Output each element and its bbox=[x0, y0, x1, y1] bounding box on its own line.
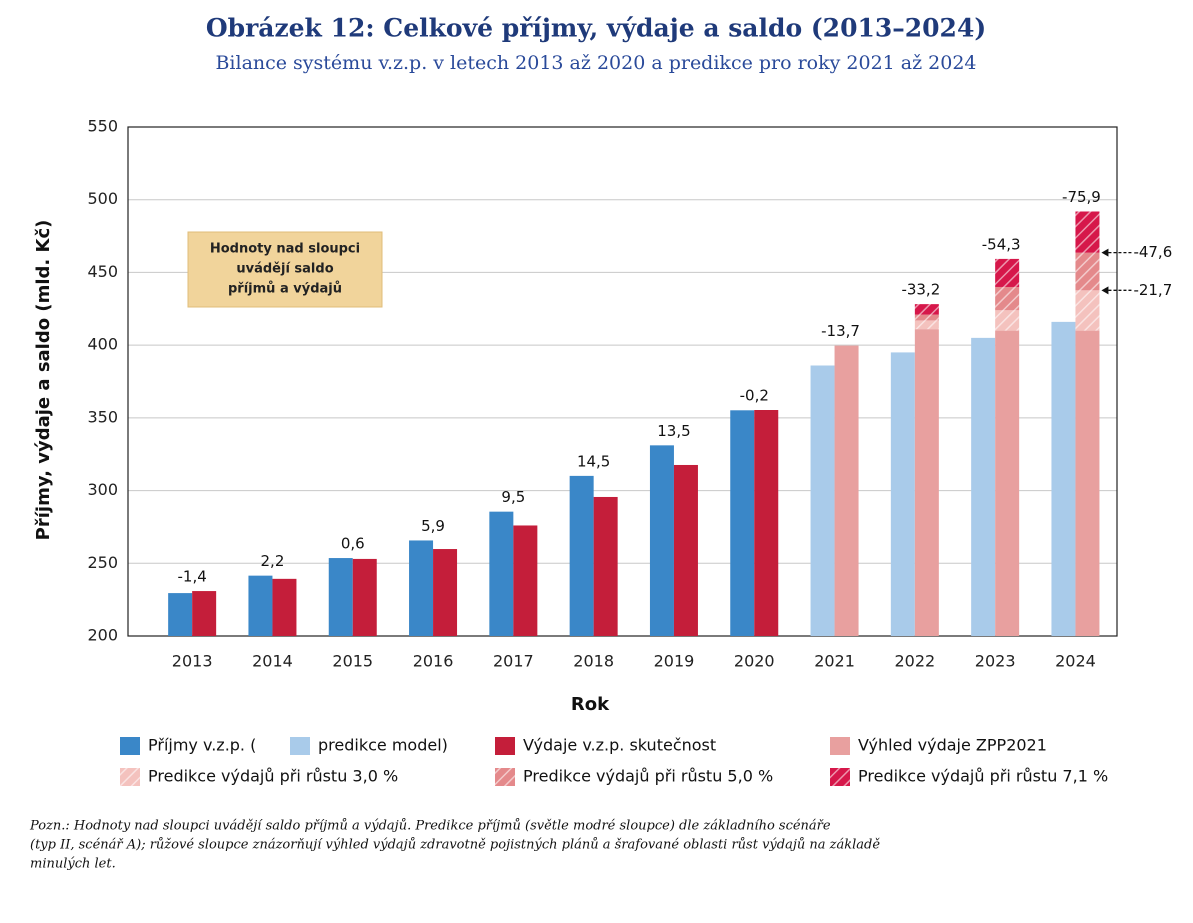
revenue-bar bbox=[1051, 321, 1076, 636]
expense-bar bbox=[272, 578, 297, 636]
expense-bar bbox=[754, 410, 779, 636]
saldo-label: 0,6 bbox=[341, 535, 365, 553]
info-box-text: Hodnoty nad sloupci bbox=[210, 242, 360, 257]
y-tick-label: 550 bbox=[87, 117, 118, 136]
x-axis-title: Rok bbox=[571, 694, 610, 715]
x-tick-label: 2016 bbox=[413, 652, 454, 671]
arrow-head bbox=[1101, 248, 1109, 257]
y-tick-label: 250 bbox=[87, 553, 118, 572]
saldo-label: 2,2 bbox=[261, 552, 285, 570]
legend-swatch bbox=[120, 737, 140, 755]
legend-swatch bbox=[290, 737, 310, 755]
revenue-bar bbox=[328, 558, 353, 636]
expense-bar bbox=[1075, 330, 1100, 636]
legend-label: Predikce výdajů při růstu 3,0 % bbox=[148, 767, 398, 786]
expense-bar bbox=[834, 345, 859, 636]
x-tick-label: 2020 bbox=[734, 652, 775, 671]
saldo-label: -13,7 bbox=[821, 322, 860, 340]
y-tick-label: 300 bbox=[87, 480, 118, 499]
expense-bar bbox=[593, 496, 618, 636]
revenue-bar bbox=[971, 337, 996, 636]
x-tick-label: 2013 bbox=[172, 652, 213, 671]
revenue-bar bbox=[810, 365, 835, 636]
note-text: (typ II, scénář A); růžové sloupce znázo… bbox=[30, 837, 880, 853]
legend-label: predikce model) bbox=[318, 736, 448, 755]
y-tick-label: 450 bbox=[87, 262, 118, 281]
expense-bar bbox=[914, 314, 939, 321]
legend-swatch bbox=[120, 768, 140, 786]
expense-bar bbox=[995, 258, 1020, 287]
expense-bar bbox=[352, 558, 377, 636]
revenue-bar bbox=[489, 511, 514, 636]
info-box-text: uvádějí saldo bbox=[236, 262, 333, 277]
info-box bbox=[187, 231, 383, 308]
revenue-bar bbox=[569, 475, 594, 636]
legend-label: Výhled výdaje ZPP2021 bbox=[858, 736, 1047, 755]
y-tick-label: 200 bbox=[87, 626, 118, 645]
y-tick-label: 400 bbox=[87, 335, 118, 354]
expense-bar bbox=[914, 320, 939, 330]
legend-label: Predikce výdajů při růstu 5,0 % bbox=[523, 767, 773, 786]
legend-label: Výdaje v.z.p. skutečnost bbox=[523, 736, 716, 755]
x-tick-label: 2024 bbox=[1055, 652, 1096, 671]
expense-bar bbox=[1075, 211, 1100, 253]
x-tick-label: 2017 bbox=[493, 652, 534, 671]
chart-subtitle: Bilance systému v.z.p. v letech 2013 až … bbox=[215, 52, 976, 74]
x-tick-label: 2014 bbox=[252, 652, 293, 671]
expense-bar bbox=[513, 525, 538, 636]
saldo-label: -1,4 bbox=[178, 568, 207, 586]
saldo-label: -0,2 bbox=[740, 387, 769, 405]
legend-swatch bbox=[830, 768, 850, 786]
saldo-label: -33,2 bbox=[901, 281, 940, 299]
revenue-bar bbox=[168, 593, 193, 636]
chart-title: Obrázek 12: Celkové příjmy, výdaje a sal… bbox=[206, 14, 986, 43]
y-axis-title: Příjmy, výdaje a saldo (mld. Kč) bbox=[33, 220, 54, 541]
legend-swatch bbox=[495, 737, 515, 755]
x-tick-label: 2021 bbox=[814, 652, 855, 671]
plot-frame bbox=[127, 126, 1118, 637]
expense-bar bbox=[914, 329, 939, 636]
x-tick-label: 2015 bbox=[332, 652, 373, 671]
revenue-bar bbox=[409, 540, 434, 636]
note-text: minulých let. bbox=[30, 857, 116, 872]
y-tick-label: 350 bbox=[87, 407, 118, 426]
legend-swatch bbox=[495, 768, 515, 786]
saldo-label: 9,5 bbox=[501, 488, 525, 506]
expense-bar bbox=[995, 330, 1020, 636]
revenue-bar bbox=[730, 410, 755, 636]
info-box-text: příjmů a výdajů bbox=[228, 282, 342, 297]
x-tick-label: 2022 bbox=[894, 652, 935, 671]
revenue-bar bbox=[649, 445, 674, 636]
saldo-label: -75,9 bbox=[1062, 188, 1101, 206]
legend-label: Příjmy v.z.p. ( bbox=[148, 736, 256, 755]
arrow-head bbox=[1101, 286, 1109, 295]
note-text: Pozn.: Hodnoty nad sloupci uvádějí saldo… bbox=[29, 818, 831, 834]
expense-bar bbox=[673, 464, 698, 636]
annotation-label: -21,7 bbox=[1133, 281, 1172, 299]
x-tick-label: 2018 bbox=[573, 652, 614, 671]
saldo-label: -54,3 bbox=[982, 235, 1021, 253]
expense-bar bbox=[192, 591, 217, 636]
expense-bar bbox=[995, 286, 1020, 311]
x-tick-label: 2023 bbox=[975, 652, 1016, 671]
expense-bar bbox=[914, 304, 939, 315]
revenue-bar bbox=[890, 352, 915, 636]
expense-bar bbox=[1075, 252, 1100, 291]
x-tick-label: 2019 bbox=[654, 652, 695, 671]
y-tick-label: 500 bbox=[87, 189, 118, 208]
annotation-label: -47,6 bbox=[1133, 243, 1172, 261]
legend-swatch bbox=[830, 737, 850, 755]
revenue-bar bbox=[248, 575, 273, 636]
saldo-label: 5,9 bbox=[421, 517, 445, 535]
saldo-label: 13,5 bbox=[657, 422, 690, 440]
saldo-label: 14,5 bbox=[577, 452, 610, 470]
expense-bar bbox=[995, 310, 1020, 331]
expense-bar bbox=[1075, 290, 1100, 331]
expense-bar bbox=[433, 549, 458, 636]
legend-label: Predikce výdajů při růstu 7,1 % bbox=[858, 767, 1108, 786]
